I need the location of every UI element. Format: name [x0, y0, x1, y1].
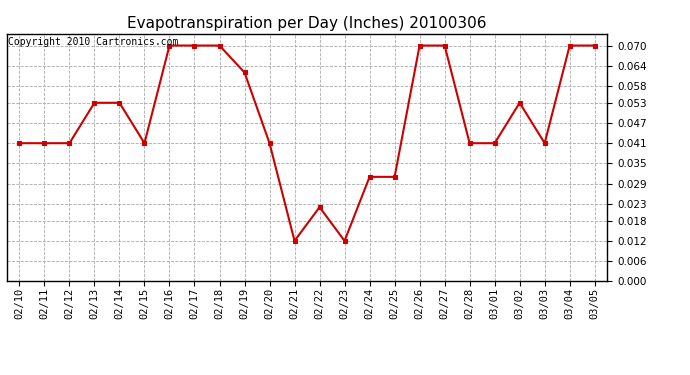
Text: Copyright 2010 Cartronics.com: Copyright 2010 Cartronics.com: [8, 38, 179, 48]
Title: Evapotranspiration per Day (Inches) 20100306: Evapotranspiration per Day (Inches) 2010…: [127, 16, 487, 31]
